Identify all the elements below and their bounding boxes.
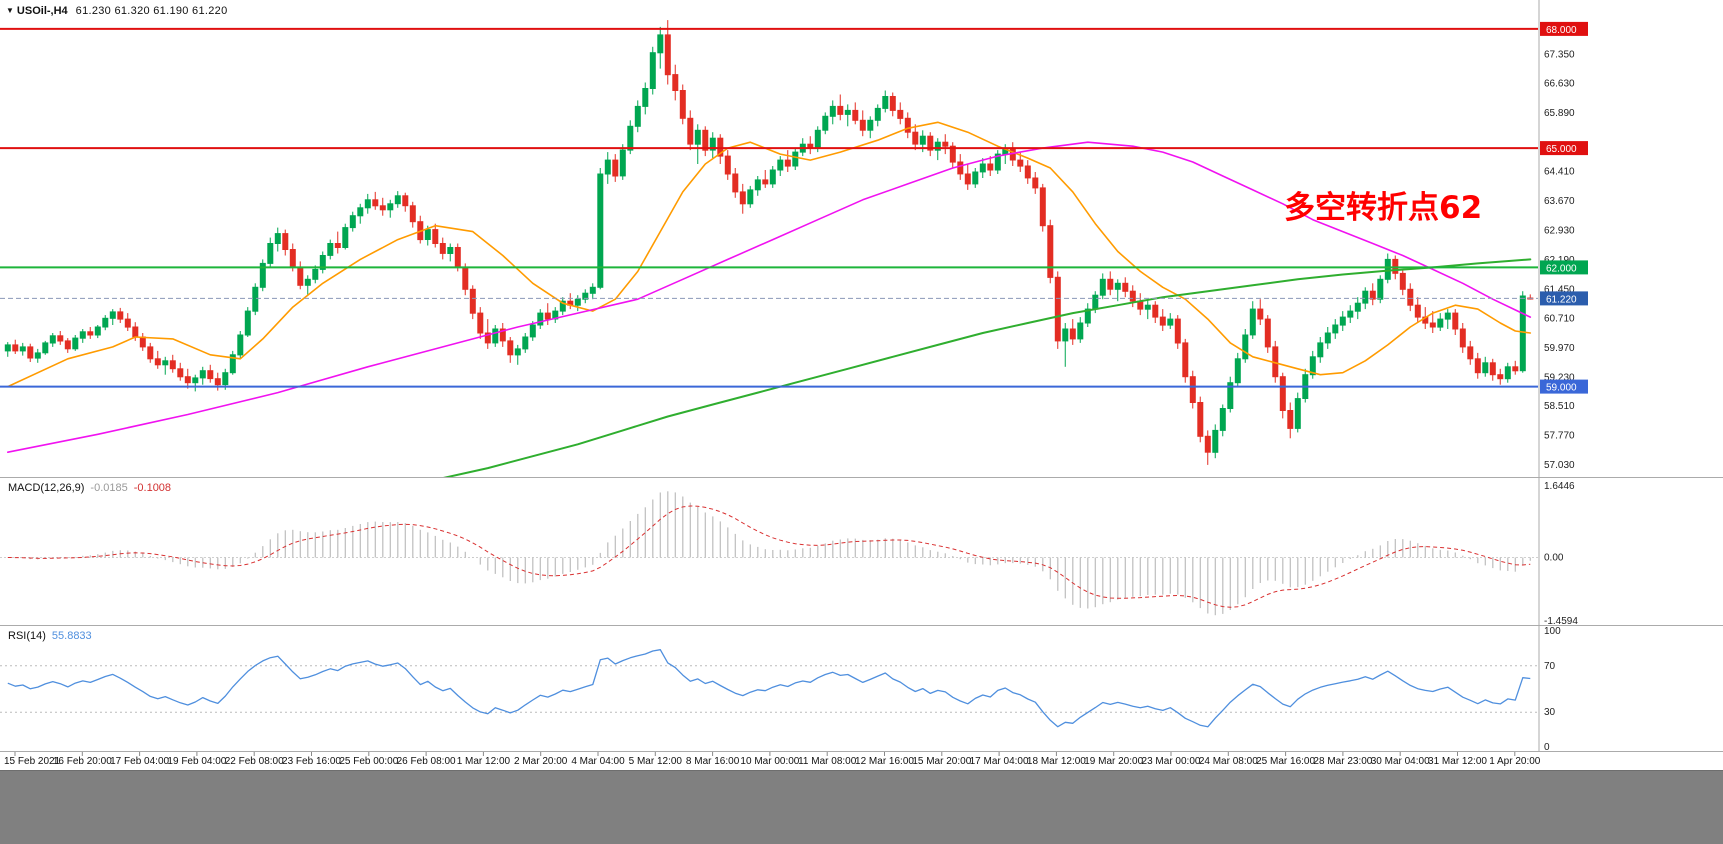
svg-text:31 Mar 12:00: 31 Mar 12:00 [1428,756,1487,767]
svg-text:15 Mar 20:00: 15 Mar 20:00 [912,756,971,767]
svg-text:66.630: 66.630 [1544,78,1575,89]
macd-signal-value: -0.1008 [133,482,172,494]
rsi-name: RSI(14) [8,630,46,642]
svg-text:58.510: 58.510 [1544,401,1575,412]
svg-text:59.000: 59.000 [1546,383,1577,394]
rsi-line [7,649,1531,728]
macd-indicator-label: MACD(12,26,9) -0.0185 -0.1008 [8,482,171,494]
svg-text:67.350: 67.350 [1544,50,1575,61]
svg-text:62.930: 62.930 [1544,225,1575,236]
svg-text:15 Feb 2021: 15 Feb 2021 [4,756,61,767]
svg-text:1 Mar 12:00: 1 Mar 12:00 [457,756,511,767]
svg-text:19 Mar 20:00: 19 Mar 20:00 [1084,756,1143,767]
symbol-dropdown-icon[interactable]: ▼ [6,6,14,15]
svg-text:8 Mar 16:00: 8 Mar 16:00 [686,756,740,767]
price-badge-68.000: 68.000 [1540,21,1588,36]
price-axis[interactable]: 67.350 66.630 65.890 64.410 63.670 62.930 62.1… [1540,21,1588,471]
svg-text:70: 70 [1544,661,1556,672]
macd-name: MACD(12,26,9) [8,482,85,494]
svg-text:64.410: 64.410 [1544,167,1575,178]
svg-text:0.00: 0.00 [1544,553,1564,564]
chart-header: ▼ USOil-,H4 61.230 61.320 61.190 61.220 [6,5,228,17]
svg-text:1 Apr 20:00: 1 Apr 20:00 [1489,756,1541,767]
svg-text:16 Feb 20:00: 16 Feb 20:00 [53,756,112,767]
chart-annotation-text: 多空转折点62 [1284,190,1483,226]
svg-text:11 Mar 08:00: 11 Mar 08:00 [798,756,857,767]
svg-text:23 Mar 00:00: 23 Mar 00:00 [1142,756,1201,767]
symbol-timeframe-label: USOil-,H4 [16,5,68,17]
macd-value: -0.0185 [90,482,128,494]
svg-text:24 Mar 08:00: 24 Mar 08:00 [1199,756,1258,767]
svg-text:10 Mar 00:00: 10 Mar 00:00 [740,756,799,767]
rsi-indicator-label: RSI(14) 55.8833 [8,630,92,642]
svg-text:2 Mar 20:00: 2 Mar 20:00 [514,756,568,767]
svg-text:59.230: 59.230 [1544,372,1575,383]
svg-text:68.000: 68.000 [1546,25,1577,36]
svg-text:23 Feb 16:00: 23 Feb 16:00 [282,756,341,767]
svg-text:62.190: 62.190 [1544,255,1575,266]
macd-signal-line [7,505,1531,608]
svg-text:25 Feb 00:00: 25 Feb 00:00 [339,756,398,767]
svg-text:61.220: 61.220 [1546,294,1577,305]
price-badge-61.220: 61.220 [1540,291,1588,306]
svg-text:61.450: 61.450 [1544,284,1575,295]
svg-text:57.030: 57.030 [1544,460,1575,471]
ma-fast-orange [7,121,1532,388]
rsi-value: 55.8833 [51,630,92,642]
svg-text:5 Mar 12:00: 5 Mar 12:00 [629,756,683,767]
svg-text:30: 30 [1544,707,1556,718]
svg-text:19 Feb 04:00: 19 Feb 04:00 [167,756,226,767]
ohlc-values: 61.230 61.320 61.190 61.220 [75,5,228,17]
price-badge-62.000: 62.000 [1540,260,1588,275]
ma-slow-green [443,258,1532,477]
price-badge-65.000: 65.000 [1540,141,1588,155]
svg-text:63.670: 63.670 [1544,196,1575,207]
svg-text:59.970: 59.970 [1544,343,1575,354]
svg-text:28 Mar 23:00: 28 Mar 23:00 [1313,756,1372,767]
svg-text:57.770: 57.770 [1544,431,1575,442]
svg-text:62.000: 62.000 [1546,263,1577,274]
svg-text:65.000: 65.000 [1546,144,1577,155]
macd-histogram [14,491,1531,616]
svg-text:30 Mar 04:00: 30 Mar 04:00 [1371,756,1430,767]
svg-text:25 Mar 16:00: 25 Mar 16:00 [1256,756,1315,767]
candlestick-layer [4,20,1534,477]
price-badge-59.000: 59.000 [1540,379,1588,394]
svg-text:0: 0 [1544,742,1550,753]
svg-text:12 Mar 16:00: 12 Mar 16:00 [855,756,914,767]
svg-text:26 Feb 08:00: 26 Feb 08:00 [397,756,456,767]
svg-text:65.890: 65.890 [1544,108,1575,119]
svg-text:100: 100 [1544,626,1561,637]
svg-text:17 Mar 04:00: 17 Mar 04:00 [970,756,1029,767]
svg-text:-1.4594: -1.4594 [1544,616,1578,627]
svg-text:4 Mar 04:00: 4 Mar 04:00 [571,756,625,767]
svg-text:60.710: 60.710 [1544,314,1575,325]
svg-text:1.6446: 1.6446 [1544,481,1575,492]
svg-text:17 Feb 04:00: 17 Feb 04:00 [110,756,169,767]
bottom-panel [0,770,1723,844]
ma-mid-magenta [7,141,1532,454]
svg-text:18 Mar 12:00: 18 Mar 12:00 [1027,756,1086,767]
chart-canvas[interactable]: 67.350 66.630 65.890 64.410 63.670 62.930 62.1… [0,0,1723,770]
svg-text:22 Feb 08:00: 22 Feb 08:00 [225,756,284,767]
